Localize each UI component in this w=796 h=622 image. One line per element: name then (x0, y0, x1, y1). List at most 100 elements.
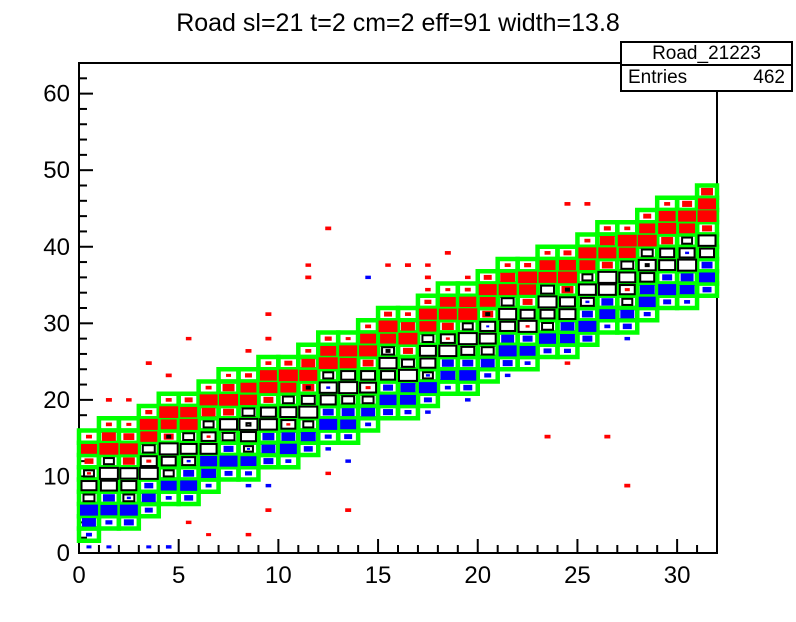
cell-box (402, 347, 413, 354)
cell-box (539, 260, 556, 271)
cell-box (226, 373, 232, 377)
cell-box (559, 334, 575, 344)
cell-box (480, 358, 495, 368)
outlier-box (424, 275, 431, 280)
y-tick-label: 10 (43, 463, 70, 490)
outlier-box (185, 336, 192, 341)
cell-box (578, 320, 597, 332)
cell-box (599, 309, 616, 320)
outlier-box (265, 336, 272, 341)
cell-box (360, 370, 377, 381)
outlier-box (145, 361, 152, 365)
cell-box (601, 261, 613, 269)
cell-box (324, 434, 332, 439)
cell-box (340, 419, 357, 430)
cell-box (183, 470, 195, 477)
y-tick-label: 60 (43, 81, 70, 108)
cell-box (141, 444, 156, 454)
cell-inner-box (365, 386, 371, 390)
cell-box (483, 274, 492, 280)
cell-inner-box (86, 472, 91, 475)
cell-box (498, 284, 517, 296)
cell-inner-box (525, 325, 530, 328)
cell-inner-box (206, 435, 211, 438)
cell-box (284, 360, 293, 366)
cell-box (263, 458, 274, 465)
stats-entries-row: Entries 462 (622, 66, 791, 90)
cell-box (581, 273, 594, 282)
cell-box (697, 234, 717, 247)
cell-box (418, 344, 437, 357)
cell-inner-box (644, 263, 650, 268)
cell-box (684, 300, 691, 304)
cell-box (504, 263, 511, 267)
cell-box (419, 357, 437, 369)
cell-box (663, 299, 672, 305)
outlier-box (305, 275, 312, 280)
cell-box (278, 369, 298, 382)
outlier-box (345, 508, 352, 512)
cell-box (621, 297, 634, 306)
cell-box (558, 259, 576, 271)
cell-inner-box (685, 251, 690, 255)
cell-box (441, 322, 454, 331)
cell-box (339, 357, 357, 369)
cell-box (380, 333, 397, 344)
cell-box (701, 187, 714, 196)
cell-inner-box (585, 300, 590, 304)
cell-box (678, 210, 697, 222)
cell-box (362, 359, 374, 367)
cell-box (558, 296, 576, 308)
cell-box (457, 332, 478, 346)
cell-box (637, 234, 657, 247)
cell-box (399, 394, 416, 405)
cell-box (339, 345, 358, 357)
cell-box (439, 296, 456, 307)
cell-box (438, 308, 457, 320)
x-tick-label: 25 (564, 562, 591, 589)
cell-box (658, 222, 677, 234)
cell-box (119, 504, 138, 516)
cell-box (205, 483, 212, 488)
chart-title: Road sl=21 t=2 cm=2 eff=91 width=13.8 (176, 9, 620, 37)
cell-inner-box (385, 348, 391, 353)
stats-entries-label: Entries (628, 67, 688, 88)
cell-box (597, 270, 618, 284)
cell-box (119, 443, 138, 455)
cell-box (423, 397, 432, 403)
cell-box (200, 455, 218, 467)
cell-box (624, 226, 631, 231)
cell-box (679, 285, 695, 295)
cell-box (440, 370, 456, 380)
cell-box (85, 434, 92, 439)
cell-box (184, 495, 194, 501)
cell-box (239, 431, 257, 443)
outlier-box (325, 447, 332, 451)
outlier-box (146, 545, 152, 549)
cell-box (697, 210, 717, 222)
road-box (694, 183, 720, 200)
cell-box (298, 405, 319, 419)
cell-box (182, 432, 196, 441)
outlier-box (265, 508, 272, 512)
cell-box (84, 458, 94, 464)
cell-box (263, 396, 274, 403)
cell-box (144, 507, 153, 513)
outlier-box (345, 459, 351, 463)
cell-box (604, 324, 611, 329)
cell-box (126, 422, 132, 426)
cell-box (221, 431, 236, 442)
cell-inner-box (126, 496, 131, 500)
cell-box (159, 406, 179, 418)
cell-box (601, 298, 614, 306)
cell-box (299, 369, 318, 381)
cell-box (702, 286, 712, 293)
cell-box (262, 432, 275, 441)
outlier-box (404, 263, 411, 267)
cell-box (598, 247, 617, 259)
cell-box (617, 234, 637, 247)
cell-box (498, 307, 518, 321)
cell-box (484, 373, 492, 378)
cell-box (464, 287, 471, 292)
